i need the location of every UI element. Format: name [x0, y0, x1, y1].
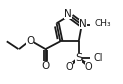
Text: O: O — [65, 62, 73, 72]
Text: N: N — [64, 9, 72, 19]
Text: N: N — [79, 18, 87, 29]
Text: S: S — [75, 52, 82, 62]
Text: CH₃: CH₃ — [94, 19, 111, 28]
Text: Cl: Cl — [94, 52, 103, 62]
Text: O: O — [41, 61, 50, 71]
Text: O: O — [85, 62, 92, 72]
Text: O: O — [26, 36, 34, 46]
